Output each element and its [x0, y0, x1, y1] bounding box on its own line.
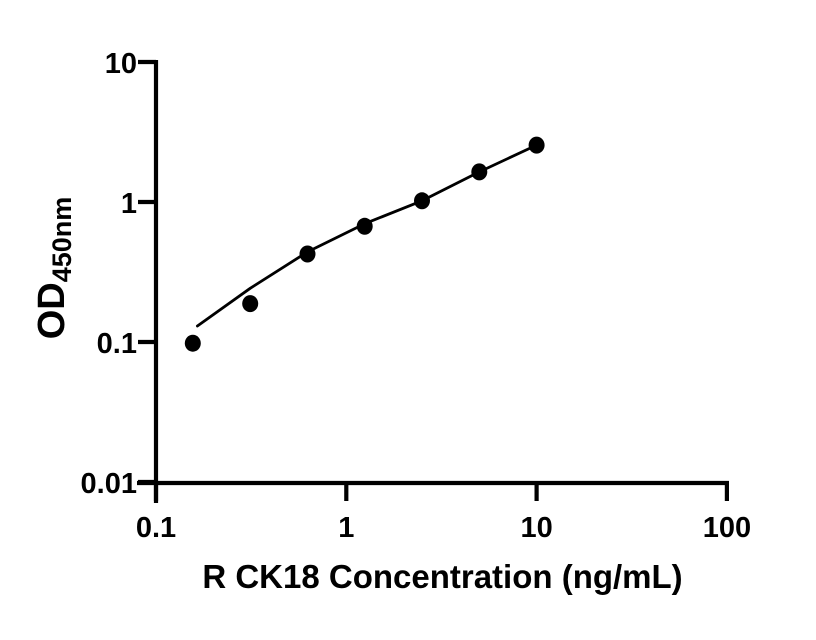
- data-point: [471, 163, 488, 181]
- data-point: [528, 136, 545, 154]
- y-tick-label: 0.01: [81, 468, 137, 500]
- x-tick-label: 10: [520, 512, 552, 544]
- y-tick-label: 1: [121, 188, 137, 220]
- x-axis-title: R CK18 Concentration (ng/mL): [202, 558, 683, 595]
- y-tick-label: 10: [105, 48, 137, 80]
- data-point: [242, 295, 259, 313]
- data-point: [356, 217, 373, 235]
- y-axis-title-main: OD: [31, 282, 73, 340]
- y-axis-title: OD450nm: [31, 148, 77, 388]
- y-axis-title-subscript: 450nm: [47, 196, 77, 283]
- x-tick-label: 1: [338, 512, 354, 544]
- x-tick-label: 0.1: [136, 512, 176, 544]
- data-point: [184, 334, 201, 352]
- y-tick-label: 0.1: [97, 328, 137, 360]
- data-point: [299, 245, 316, 263]
- x-tick-label: 100: [703, 512, 751, 544]
- data-point: [414, 192, 430, 210]
